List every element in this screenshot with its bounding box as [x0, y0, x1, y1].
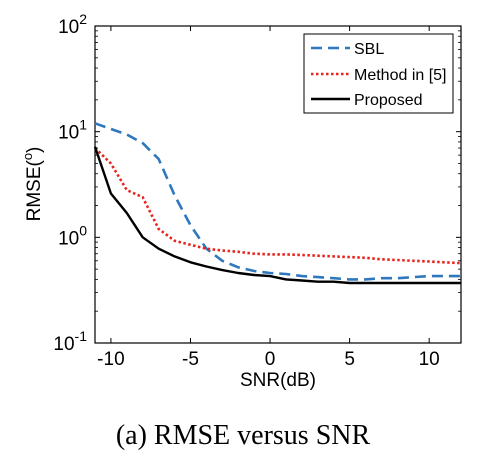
y-tick-label: 102 — [58, 11, 87, 38]
x-tick-label: -10 — [97, 349, 124, 370]
series-line-1 — [94, 147, 462, 265]
series-layer — [93, 122, 462, 285]
x-axis-label: SNR(dB) — [240, 370, 316, 391]
y-axis-label-close: ) — [24, 147, 45, 153]
y-axis-label-main: RMSE( — [24, 160, 45, 222]
legend-label-proposed: Proposed — [354, 92, 423, 109]
x-tick-label: 0 — [265, 349, 276, 370]
y-tick-label: 100 — [58, 222, 87, 249]
series-line-0 — [94, 122, 461, 281]
x-tick-label: -5 — [182, 349, 199, 370]
y-axis-label: RMSE(o) — [20, 147, 45, 222]
ticks-layer: -10 -5 0 5 10 10-1 100 101 102 — [53, 11, 461, 370]
legend: SBL Method in [5] Proposed — [303, 33, 454, 114]
x-tick-label: 5 — [344, 349, 355, 370]
series-line-2 — [93, 146, 461, 285]
y-axis-label-degree: o — [20, 153, 35, 160]
figure-caption: (a) RMSE versus SNR — [116, 420, 371, 451]
y-tick-label: 101 — [58, 117, 87, 144]
legend-label-sbl: SBL — [354, 41, 384, 58]
x-tick-label: 10 — [419, 349, 440, 370]
y-tick-label: 10-1 — [53, 328, 87, 355]
legend-label-method5: Method in [5] — [354, 67, 447, 84]
